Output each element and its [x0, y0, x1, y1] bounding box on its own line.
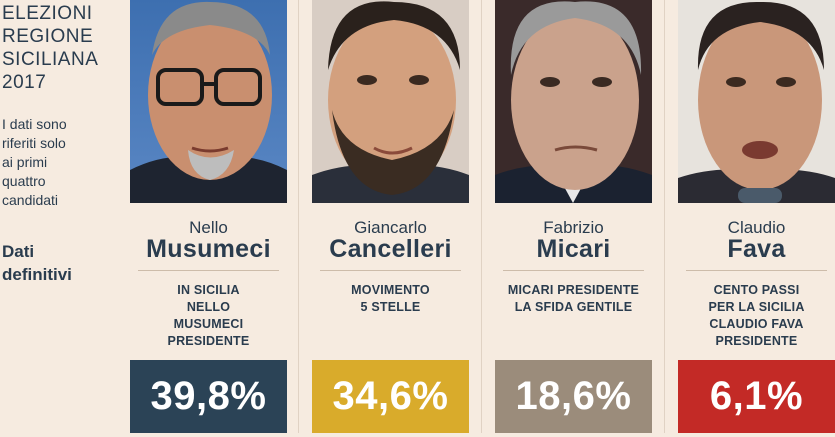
sidebar: ELEZIONI REGIONE SICILIANA 2017 I dati s… [0, 0, 125, 437]
candidate-last-name: Cancelleri [329, 235, 452, 263]
candidate-card-micari: Fabrizio Micari MICARI PRESIDENTE LA SFI… [495, 0, 652, 437]
divider [320, 270, 461, 271]
candidate-card-fava: Claudio Fava CENTO PASSI PER LA SICILIA … [678, 0, 835, 437]
column-divider [298, 0, 299, 437]
candidate-photo [312, 0, 469, 203]
candidate-list-name: MOVIMENTO 5 STELLE [351, 283, 430, 314]
candidate-list-name: IN SICILIA NELLO MUSUMECI PRESIDENTE [167, 283, 250, 348]
vote-percentage: 6,1% [678, 360, 835, 433]
divider [686, 270, 827, 271]
candidate-first-name: Giancarlo [354, 218, 427, 237]
column-divider [664, 0, 665, 437]
vote-percentage: 39,8% [130, 360, 287, 433]
candidate-first-name: Claudio [727, 218, 786, 237]
status-label: Dati definitivi [2, 242, 72, 284]
vote-percentage: 18,6% [495, 360, 652, 433]
candidate-list-name: CENTO PASSI PER LA SICILIA CLAUDIO FAVA … [708, 283, 805, 348]
divider [503, 270, 644, 271]
candidate-photo [678, 0, 835, 203]
candidate-list-name: MICARI PRESIDENTE LA SFIDA GENTILE [507, 283, 640, 314]
candidate-last-name: Musumeci [146, 235, 271, 263]
vote-percentage: 34,6% [312, 360, 469, 433]
candidate-photo [495, 0, 652, 203]
candidate-last-name: Fava [727, 235, 786, 263]
page-title: ELEZIONI REGIONE SICILIANA 2017 [2, 3, 99, 93]
candidate-first-name: Fabrizio [543, 218, 604, 237]
candidate-photo [130, 0, 287, 203]
candidate-first-name: Nello [189, 218, 228, 237]
candidate-card-cancelleri: Giancarlo Cancelleri MOVIMENTO 5 STELLE … [312, 0, 469, 437]
candidate-card-musumeci: Nello Musumeci IN SICILIA NELLO MUSUMECI… [130, 0, 287, 437]
data-note: I dati sono riferiti solo ai primi quatt… [2, 116, 67, 208]
bottom-strip [0, 433, 835, 437]
candidate-last-name: Micari [536, 235, 611, 263]
divider [138, 270, 279, 271]
column-divider [481, 0, 482, 437]
